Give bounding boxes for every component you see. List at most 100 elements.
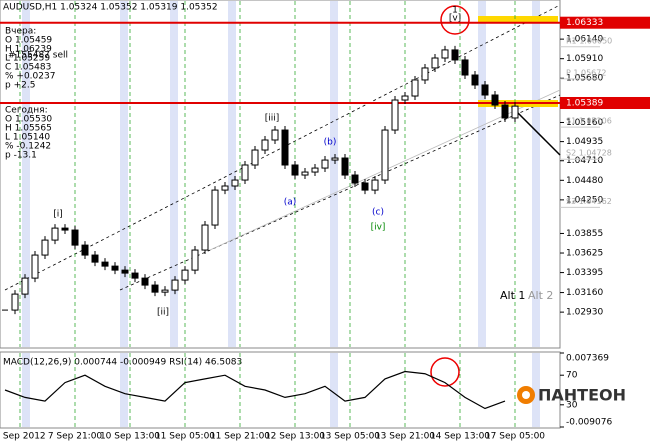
indicator-tick-label: 30	[566, 400, 578, 410]
y-tick-label: 1.04250	[566, 195, 603, 205]
alt-label: Alt 2	[528, 289, 553, 302]
candle	[101, 261, 109, 267]
candle	[331, 157, 339, 161]
rsi-line	[4, 370, 506, 410]
indicator-tick-label: 0.007369	[566, 354, 609, 364]
info-yesterday: H 1.06239	[5, 45, 52, 55]
candle	[51, 227, 59, 241]
candle	[171, 279, 179, 291]
candle	[91, 254, 99, 263]
indicator-title: MACD(12,26,9) 0.000744 -0.000949 RSI(14)…	[3, 358, 242, 368]
zone	[478, 16, 558, 23]
logo: ПАНТЕОН	[517, 386, 626, 405]
info-today: O 1.05530	[5, 115, 52, 125]
x-tick-label: 13 Sep 21:00	[375, 432, 435, 442]
candle	[161, 289, 169, 293]
candle	[121, 269, 129, 274]
info-yesterday: L 1.05259	[5, 54, 50, 64]
candle	[361, 182, 369, 191]
y-tick-label: 1.03395	[566, 268, 603, 278]
info-today: L 1.05140	[5, 133, 50, 143]
candle	[81, 244, 89, 256]
info-yesterday: % +0.0237	[5, 72, 55, 82]
candle	[451, 49, 459, 61]
candle	[421, 67, 429, 81]
wave-label: [i]	[53, 210, 63, 220]
candle	[281, 129, 289, 166]
candle	[371, 179, 379, 191]
y-tick-label: 1.04710	[566, 156, 603, 166]
indicator-frame	[0, 351, 561, 429]
y-tick-label: 1.02930	[566, 308, 603, 318]
x-tick-label: 13 Sep 05:00	[320, 432, 380, 442]
wave-label: [ii]	[157, 308, 169, 318]
order-label: #155487 sell	[8, 51, 68, 61]
wave-label: [iii]	[265, 114, 280, 124]
candle	[391, 99, 399, 131]
y-tick-label: 1.04935	[566, 137, 603, 147]
y-tick-label: 1.05910	[566, 54, 603, 64]
y-tick-label: 1.03855	[566, 229, 603, 239]
candle	[151, 284, 159, 293]
level-label: 1.05389	[566, 98, 603, 108]
pivot-label: R1 1.06050	[566, 36, 612, 45]
candle	[71, 229, 79, 246]
candle	[41, 239, 49, 256]
info-today: H 1.05565	[5, 124, 52, 134]
candle	[111, 265, 119, 271]
candle	[491, 94, 499, 106]
candle	[381, 129, 389, 181]
x-tick-label: 7 Sep 21:00	[48, 432, 103, 442]
candle	[481, 84, 489, 96]
x-tick-label: 11 Sep 21:00	[210, 432, 270, 442]
candle	[311, 167, 319, 173]
y-tick-label: 1.03625	[566, 249, 603, 259]
y-tick-label: 1.04480	[566, 176, 603, 186]
info-today: % -0.1242	[5, 142, 51, 152]
candle	[221, 185, 229, 191]
candle	[511, 105, 519, 119]
info-today: Сегодня:	[5, 106, 48, 116]
candle	[471, 74, 479, 86]
candle	[201, 224, 209, 251]
indicator-tick-label: 70	[566, 371, 578, 381]
candle	[461, 59, 469, 76]
highlight	[440, 5, 470, 35]
y-tick-label: 1.03160	[566, 288, 603, 298]
x-tick-label: 10 Sep 13:00	[100, 432, 160, 442]
candle	[441, 49, 449, 59]
wave-label: (b)	[324, 138, 337, 148]
candle	[21, 277, 29, 295]
candle	[61, 227, 69, 231]
info-yesterday: C 1.05483	[5, 63, 51, 73]
highlight	[430, 357, 460, 387]
x-tick-label: 12 Sep 13:00	[265, 432, 325, 442]
candle	[501, 104, 509, 119]
info-yesterday: O 1.05459	[5, 36, 52, 46]
candle	[181, 269, 189, 281]
y-tick-label: 1.06140	[566, 35, 603, 45]
pivot-label: P 1.05672	[566, 68, 606, 77]
wave-label: (a)	[284, 198, 297, 208]
candle	[401, 95, 409, 101]
indicator-tick-label: -0.009076	[566, 418, 612, 428]
candle	[341, 157, 349, 176]
wave-label: (c)	[372, 208, 384, 218]
pivot-label: S3 1.04162	[566, 197, 612, 206]
x-tick-label: 7 Sep 2012	[0, 432, 46, 442]
candle	[211, 189, 219, 226]
candle	[301, 171, 309, 176]
candle	[241, 164, 249, 181]
logo-text: ПАНТЕОН	[538, 386, 626, 405]
candle	[191, 249, 199, 271]
alt-label: Alt 1	[500, 289, 525, 302]
wave-label: [iv]	[371, 223, 386, 233]
x-tick-label: 17 Sep 05:00	[485, 432, 545, 442]
info-yesterday: Вчера:	[5, 27, 36, 37]
candle	[131, 272, 139, 279]
candle	[411, 79, 419, 97]
main-frame	[0, 0, 561, 349]
candle	[31, 254, 39, 279]
